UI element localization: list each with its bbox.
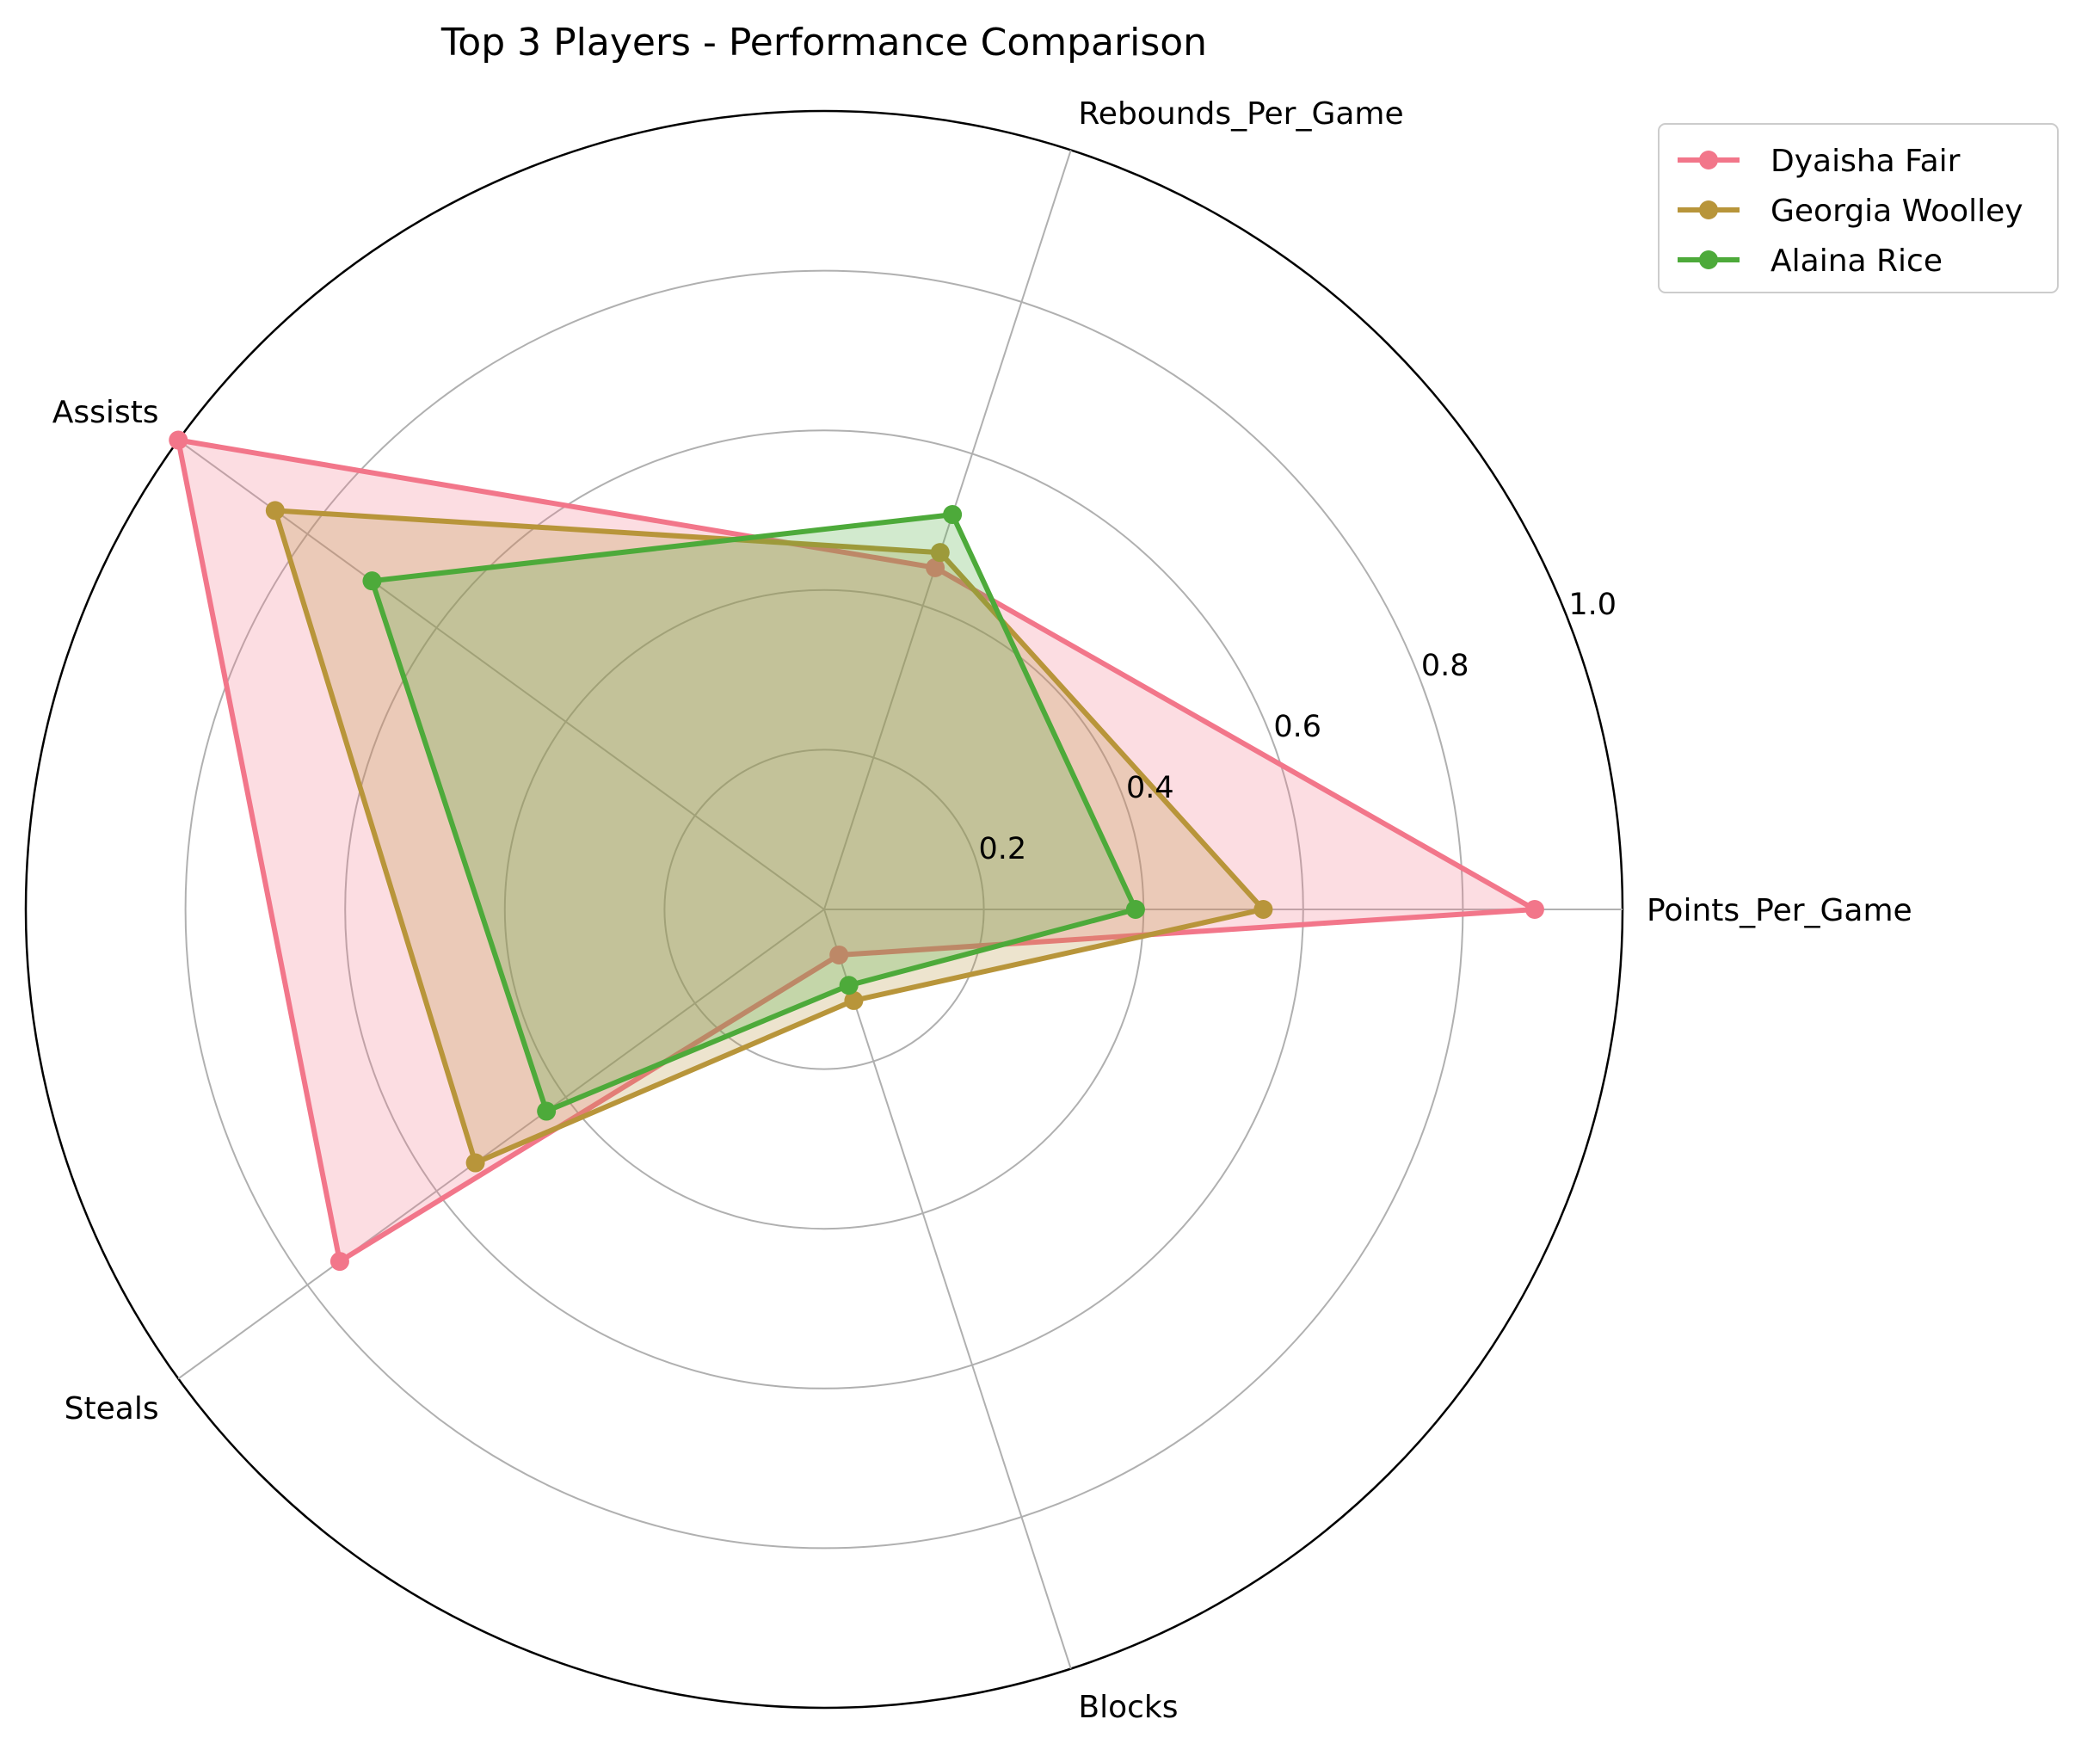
legend-marker-dyaisha-fair [1699, 151, 1718, 169]
data-point-alaina-rice-blocks [839, 976, 859, 995]
data-point-dyaisha-fair-steals [329, 1252, 349, 1272]
radial-tick-label: 1.0 [1568, 588, 1617, 622]
axis-label-steals: Steals [65, 1391, 159, 1426]
series-fill-georgia-woolley [274, 510, 1264, 1163]
legend: Dyaisha Fair Georgia Woolley Alaina Rice [1658, 123, 2059, 293]
legend-box [1658, 123, 2059, 293]
data-point-georgia-woolley-blocks [844, 990, 864, 1010]
data-point-georgia-woolley-points-per-game [1253, 900, 1273, 919]
axis-label-points-per-game: Points_Per_Game [1647, 893, 1912, 928]
data-point-dyaisha-fair-rebounds-per-game [926, 558, 945, 577]
radar-spoke-blocks [823, 909, 1072, 1669]
series-line-dyaisha-fair [176, 437, 1537, 1265]
radial-tick-label: 0.6 [1273, 710, 1321, 744]
data-point-georgia-woolley-rebounds-per-game [930, 543, 950, 563]
data-point-alaina-rice-assists [362, 571, 382, 591]
series-layer [169, 430, 1544, 1272]
axis-label-blocks: Blocks [1078, 1690, 1178, 1725]
radar-spoke-assists [177, 439, 825, 910]
data-point-georgia-woolley-assists [265, 501, 285, 521]
radar-spoke-steals [177, 909, 825, 1380]
series-line-georgia-woolley [272, 508, 1266, 1166]
data-point-dyaisha-fair-blocks [829, 945, 849, 964]
radar-spoke-rebounds-per-game [823, 150, 1072, 910]
legend-label-georgia-woolley: Georgia Woolley [1771, 194, 2023, 229]
series-line-alaina-rice [369, 512, 1138, 1114]
data-point-dyaisha-fair-points-per-game [1524, 900, 1544, 919]
radial-tick-label: 0.2 [978, 832, 1026, 866]
data-point-dyaisha-fair-assists [169, 430, 188, 450]
chart-title: Top 3 Players - Performance Comparison [440, 21, 1207, 65]
axis-label-assists: Assists [52, 395, 159, 430]
labels-layer: 0.2 0.4 0.6 0.8 1.0 Points_Per_Game Rebounds_P… [52, 96, 1912, 1725]
legend-marker-alaina-rice [1699, 250, 1718, 269]
legend-label-alaina-rice: Alaina Rice [1771, 243, 1943, 279]
data-point-alaina-rice-steals [537, 1101, 557, 1121]
data-point-alaina-rice-points-per-game [1125, 900, 1145, 919]
series-fill-alaina-rice [372, 515, 1136, 1112]
series-fill-dyaisha-fair [178, 440, 1535, 1262]
legend-marker-georgia-woolley [1699, 200, 1718, 219]
legend-label-dyaisha-fair: Dyaisha Fair [1771, 144, 1961, 179]
radial-tick-label: 0.4 [1126, 771, 1174, 805]
radar-grid [24, 109, 1624, 1710]
data-point-georgia-woolley-steals [465, 1153, 485, 1173]
data-point-alaina-rice-rebounds-per-game [943, 505, 963, 525]
axis-label-rebounds-per-game: Rebounds_Per_Game [1078, 96, 1403, 132]
radial-tick-label: 0.8 [1421, 649, 1469, 683]
